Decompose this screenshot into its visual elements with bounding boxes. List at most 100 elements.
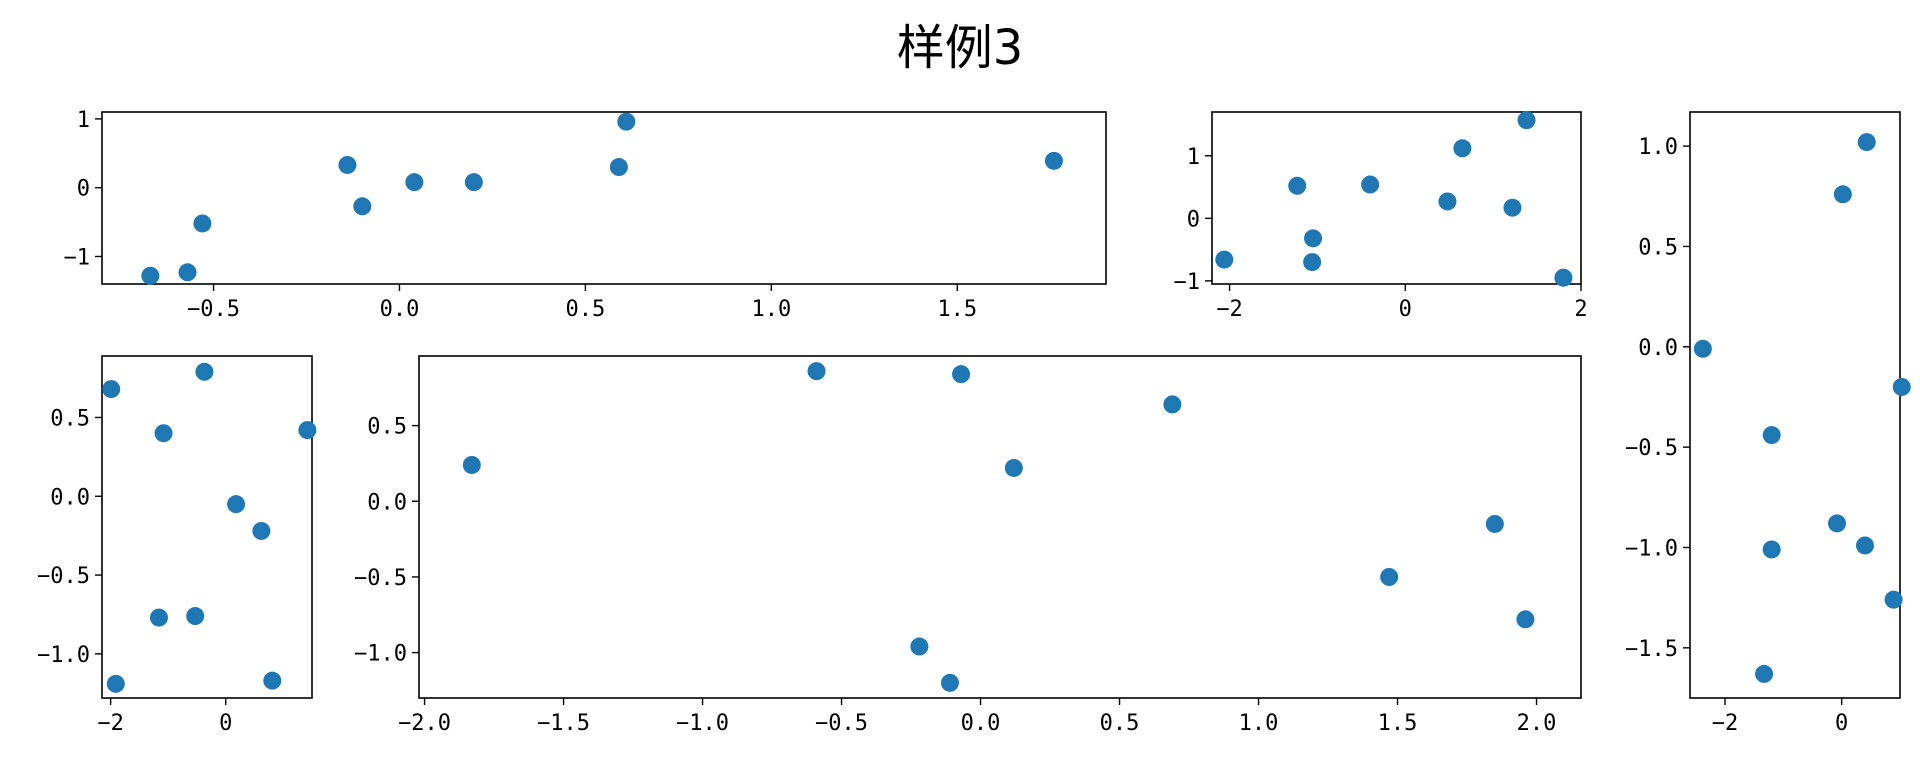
y-tick-label: 1 [1187,145,1200,170]
data-point [1163,395,1182,414]
data-point [178,263,197,282]
x-tick-label: 1.0 [1239,711,1279,736]
data-point [1884,590,1903,609]
data-point [252,521,271,540]
y-tick-label: −1.0 [1625,536,1678,561]
data-point [462,455,481,474]
x-tick-label: 0.5 [1100,711,1140,736]
axes-frame [101,355,313,699]
data-point [617,112,636,131]
data-point [1503,198,1522,217]
x-tick-label: −0.5 [815,711,868,736]
data-point [263,671,282,690]
x-tick-label: 1.5 [937,297,977,322]
data-point [149,608,168,627]
y-tick-label: −1.0 [37,643,90,668]
x-tick-label: 2.0 [1517,711,1557,736]
y-tick-label: −0.5 [354,566,407,591]
data-point [154,424,173,443]
data-point [910,637,929,656]
y-tick-label: 1 [77,108,90,133]
data-point [1554,268,1573,287]
y-tick-label: 0 [77,177,90,202]
data-point [1004,458,1023,477]
scatter-panel-top-middle: −2 0 2 1 0 −1 [1174,111,1588,322]
data-point [353,197,372,216]
data-point [1361,175,1380,194]
y-tick-label: −1.0 [354,642,407,667]
data-point [940,673,959,692]
data-point [952,365,971,384]
x-tick-label: 0 [219,711,232,736]
data-point [464,173,483,192]
scatter-panel-top-left: −0.5 0.0 0.5 1.0 1.5 1 0 −1 [64,108,1107,322]
data-point [1453,139,1472,158]
data-point [1304,229,1323,248]
data-point [1693,339,1712,358]
data-point [1215,250,1234,269]
data-point [1828,514,1846,533]
x-tick-label: 1.0 [751,297,791,322]
axes-frame [1211,111,1582,285]
x-tick-label: 0 [1835,711,1848,736]
axes-frame [1689,111,1901,699]
data-point [338,155,357,174]
x-tick-label: −1.5 [537,711,590,736]
data-point [1517,111,1536,130]
y-tick-label: 0.0 [367,490,407,515]
data-point [298,421,317,440]
x-tick-label: 1.5 [1378,711,1418,736]
x-tick-label: 0.5 [566,297,606,322]
y-tick-label: 1.0 [1638,135,1678,160]
y-tick-label: −1 [1174,270,1201,295]
figure-title: 样例3 [896,20,1024,76]
x-tick-label: −0.5 [187,297,240,322]
x-tick-label: −1.0 [676,711,729,736]
data-point [1288,176,1307,195]
y-tick-label: 0.5 [367,415,407,440]
data-point [807,362,826,381]
data-point [1516,610,1535,629]
data-point [1892,377,1911,396]
data-point [405,173,424,192]
data-point [141,266,160,285]
data-point [1755,664,1774,683]
y-tick-label: −0.5 [1625,436,1678,461]
y-tick-label: −1.5 [1625,637,1678,662]
scatter-panel-right-tall: −2 0 1.0 0.5 0.0 −0.5 −1.0 −1.5 [1625,111,1911,736]
y-tick-label: 0 [1187,207,1200,232]
y-tick-label: −0.5 [37,564,90,589]
data-point [609,158,628,177]
data-point [1856,536,1874,555]
axes-frame [101,111,1107,285]
y-tick-label: −1 [64,245,91,270]
data-point [1380,567,1399,586]
data-point [102,380,121,399]
y-tick-label: 0.5 [1638,235,1678,260]
data-point [186,607,205,626]
data-point [1762,540,1781,559]
data-point [227,495,246,514]
scatter-panel-bottom-wide: −2.0 −1.5 −1.0 −0.5 0.0 0.5 1.0 1.5 2.0 0.5 0.0 −0.… [354,355,1582,736]
data-point [1485,514,1504,533]
y-tick-label: 0.0 [50,485,90,510]
data-point [1044,151,1063,170]
data-point [195,362,214,381]
data-point [1438,192,1457,211]
x-tick-label: 0.0 [961,711,1001,736]
x-tick-label: −2 [97,711,124,736]
y-tick-label: 0.0 [1638,336,1678,361]
x-tick-label: 0 [1399,297,1412,322]
x-tick-label: −2.0 [398,711,451,736]
x-tick-label: 2 [1574,297,1587,322]
data-point [106,674,125,693]
x-tick-label: −2 [1712,711,1739,736]
data-point [1833,185,1852,204]
data-point [193,214,212,233]
data-point [1857,133,1876,152]
data-point [1762,426,1781,445]
x-tick-label: 0.0 [380,297,420,322]
y-tick-label: 0.5 [50,406,90,431]
scatter-panel-bottom-left: −2 0 0.5 0.0 −0.5 −1.0 [37,355,317,736]
